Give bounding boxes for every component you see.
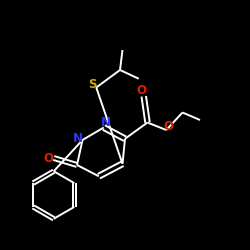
Text: O: O bbox=[164, 120, 174, 133]
Text: O: O bbox=[136, 84, 146, 97]
Text: S: S bbox=[88, 78, 97, 92]
Text: O: O bbox=[43, 152, 53, 164]
Text: N: N bbox=[72, 132, 83, 145]
Text: N: N bbox=[101, 116, 111, 129]
